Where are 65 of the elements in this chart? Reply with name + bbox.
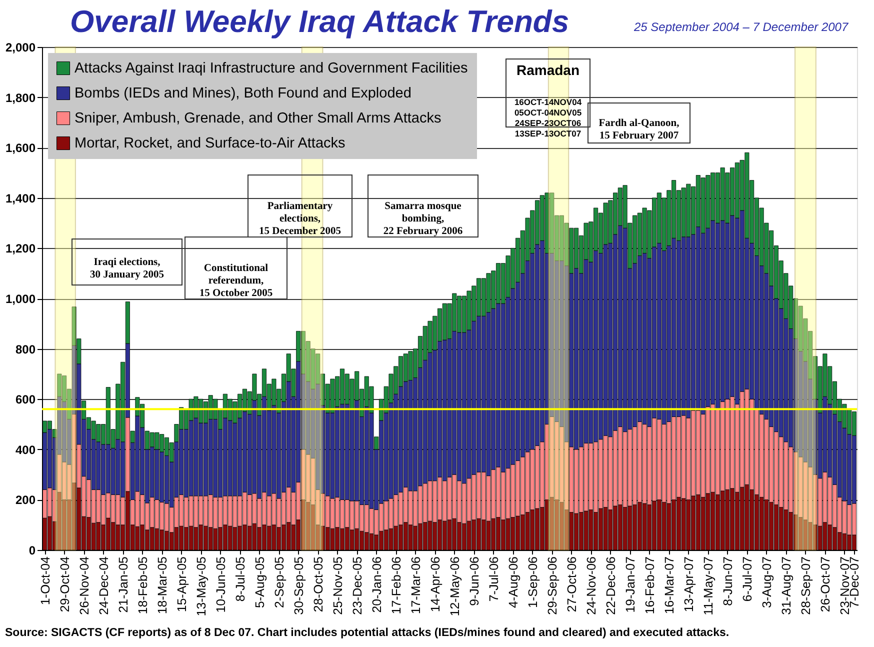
- x-tick-label: 16-Mar-07: [662, 556, 676, 614]
- x-tick-label: 28-Sep-07: [798, 556, 813, 615]
- x-tick-label: 21-Jan-05: [116, 556, 130, 613]
- x-tick-label: 18-Mar-05: [155, 556, 170, 614]
- x-tick-label: 12-May-06: [448, 556, 462, 616]
- chart-subtitle: 25 September 2004 – 7 December 2007: [633, 20, 850, 34]
- x-tick-label: 25-Nov-05: [330, 556, 345, 615]
- y-tick-label: 1,600: [5, 141, 36, 156]
- annotation: Samarra mosque bombing, 22 February 2006: [383, 201, 463, 237]
- source-note: Source: SIGACTS (CF reports) as of 8 Dec 07. Chart includes potential attacks (IEDs/mines found and cleared) and executed attacks.: [5, 627, 730, 639]
- x-tick-label: 11-May-07: [701, 556, 716, 616]
- x-tick-label: 17-Feb-06: [389, 556, 404, 614]
- y-tick-label: 600: [15, 392, 36, 407]
- x-tick-label: 29-Sep-06: [545, 556, 560, 615]
- x-tick-label: 2-Sep-05: [272, 556, 286, 608]
- y-tick-label: 1,800: [5, 90, 36, 105]
- y-tick-label: 400: [15, 442, 36, 457]
- annotation: Iraqi elections, 30 January 2005: [90, 257, 164, 280]
- x-tick-label: 8-Jul-05: [233, 556, 248, 602]
- x-tick-label: 18-Feb-05: [136, 556, 150, 614]
- x-tick-label: 28-Oct-05: [311, 556, 326, 612]
- y-tick-label: 2,000: [5, 40, 36, 54]
- x-tick-label: 15-Apr-05: [174, 556, 189, 612]
- legend-label: Bombs (IEDs and Mines), Both Found and Exploded: [74, 85, 412, 102]
- x-tick-label: 19-Jan-07: [623, 556, 638, 613]
- x-tick-label: 14-Apr-06: [428, 556, 442, 612]
- x-tick-label: 17-Mar-06: [408, 556, 423, 614]
- x-tick-label: 16-Feb-07: [642, 556, 657, 614]
- x-tick-label: 26-Nov-04: [77, 556, 92, 615]
- y-tick-label: 200: [15, 493, 36, 508]
- legend-label: Mortar, Rocket, and Surface-to-Air Attacks: [74, 135, 346, 152]
- text: Ramadan 16OCT-14NOV04 05OCT-04NOV05 24SEP-23OCT06 13SEP-13OCT07: [514, 62, 582, 138]
- x-tick-label: 13-Apr-07: [682, 556, 696, 612]
- x-tick-label: 1-Oct-04: [38, 556, 52, 606]
- x-tick-label: 29-Oct-04: [58, 556, 72, 612]
- y-tick-label: 1,200: [5, 242, 36, 256]
- x-tick-label: 23-Dec-05: [350, 556, 364, 615]
- legend-label: Sniper, Ambush, Grenade, and Other Small Arms Attacks: [74, 110, 442, 126]
- x-tick-label: 6-Jul-07: [740, 556, 754, 602]
- x-tick-label: 4-Aug-06: [506, 556, 520, 608]
- x-tick-label: 7-Jul-06: [486, 556, 501, 602]
- chart-title: Overall Weekly Iraq Attack Trends: [70, 4, 570, 39]
- annotation: Constitutional referendum, 15 October 2005: [199, 263, 273, 299]
- x-tick-label: 5-Aug-05: [252, 556, 267, 608]
- annotation: Parliamentary elections, 15 December 2005: [258, 201, 342, 237]
- x-tick-label: 31-Aug-07: [779, 556, 794, 615]
- y-tick-label: 1,000: [5, 292, 36, 306]
- y-tick-label: 800: [15, 342, 36, 356]
- x-tick-label: 3-Aug-07: [760, 556, 774, 608]
- x-tick-label: 24-Nov-06: [584, 556, 598, 615]
- x-tick-label: 27-Oct-06: [564, 556, 579, 612]
- x-tick-label: 1-Sep-06: [526, 556, 540, 608]
- y-tick-label: 0: [28, 544, 36, 558]
- x-tick-label: 8-Jun-07: [720, 556, 735, 606]
- legend-label: Attacks Against Iraqi Infrastructure and Government Facilities: [74, 60, 468, 76]
- x-tick-label: 20-Jan-06: [370, 556, 384, 613]
- x-tick-label: 26-Oct-07: [818, 556, 832, 612]
- x-tick-label: 22-Dec-06: [604, 556, 618, 615]
- y-tick-label: 1,400: [5, 191, 36, 206]
- x-tick-label: 10-Jun-05: [214, 556, 228, 613]
- annotation: Fardh al-Qanoon, 15 February 2007: [598, 118, 680, 142]
- x-tick-label: 30-Sep-05: [292, 556, 306, 615]
- x-tick-label: 24-Dec-04: [96, 556, 111, 615]
- x-tick-label: 9-Jun-06: [467, 556, 482, 606]
- x-tick-label: 13-May-05: [194, 556, 208, 616]
